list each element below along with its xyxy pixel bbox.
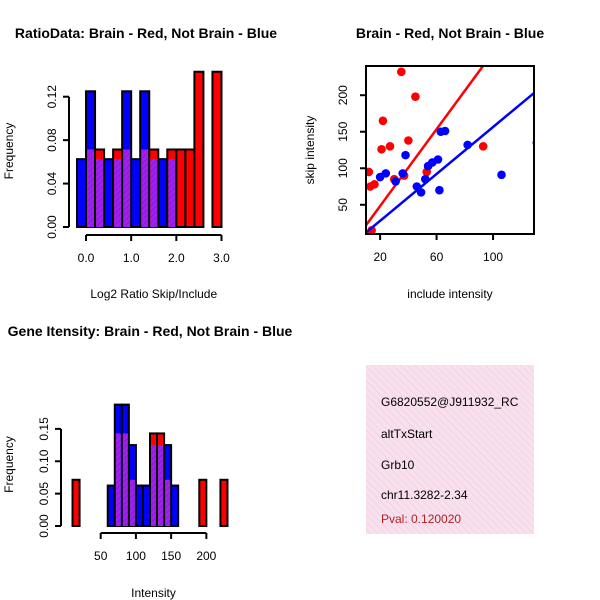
scatter-point-blue [440, 126, 450, 136]
info-panel: G6820552@J911932_RC altTxStart Grb10 chr… [366, 365, 534, 534]
y-axis-label: Frequency [2, 123, 16, 180]
locus: chr11.3282-2.34 [381, 488, 468, 502]
regression-line-red [366, 66, 485, 226]
scatter-point-blue [381, 169, 391, 178]
y-tick-label: 0.00 [45, 215, 59, 239]
histogram-bar-blue [157, 158, 169, 228]
scatter-point-blue [416, 188, 426, 197]
y-tick-label: 150 [336, 121, 350, 141]
histogram-bar-overlap [151, 445, 157, 526]
scatter-point-red [377, 144, 386, 154]
histogram-bar-red [219, 478, 229, 527]
histogram-bar-overlap [168, 159, 176, 227]
scatter-point-blue [433, 155, 443, 164]
x-tick-label: 3.0 [213, 251, 230, 265]
y-tick-label: 0.15 [37, 417, 51, 441]
y-tick-label: 0.08 [45, 128, 59, 152]
info-panel-background [366, 365, 534, 534]
scatter-point-red [385, 142, 395, 151]
histogram-bar-red [184, 148, 196, 228]
scatter-point-blue [497, 170, 506, 180]
p-value: Pval: 0.120020 [381, 512, 462, 526]
histogram-bar-red [71, 478, 81, 527]
histogram-bar-overlap [129, 479, 135, 526]
x-tick-label: 1.0 [123, 251, 140, 265]
intensity-scatter-plot: 20 60 100 50 100 150 200 Brain - Red, Not Brain… [303, 25, 544, 301]
scatter-point-red [370, 180, 379, 189]
histogram-bar-overlap [87, 149, 95, 227]
x-tick-label: 20 [373, 250, 387, 264]
histogram-bar-blue [134, 484, 144, 527]
scatter-point-blue [391, 177, 400, 186]
x-axis-label: include intensity [407, 287, 492, 301]
histogram-bar-overlap [165, 479, 171, 526]
scatter-point-red [396, 67, 406, 77]
scatter-point-blue [435, 185, 444, 195]
gene-name: Grb10 [381, 458, 415, 472]
scatter-point-red [478, 142, 488, 151]
x-tick-label: 100 [126, 549, 146, 563]
y-tick-label: 0.00 [37, 514, 51, 538]
histogram-bar-red [211, 70, 223, 228]
event-type: altTxStart [381, 427, 433, 441]
x-tick-label: 0.0 [78, 251, 95, 265]
probe-id: G6820552@J911932_RC [381, 395, 519, 409]
chart-title: RatioData: Brain - Red, Not Brain - Blue [15, 25, 277, 41]
scatter-point-blue [401, 150, 410, 160]
x-tick-label: 100 [483, 250, 503, 264]
y-axis-label: skip intensity [303, 116, 317, 185]
histogram-bar-blue [103, 158, 115, 228]
scatter-point-red [411, 92, 420, 101]
histogram-bar-red [175, 148, 187, 228]
histogram-bar-red [198, 478, 208, 527]
y-tick-label: 50 [336, 198, 350, 212]
histogram-bar-overlap [96, 159, 104, 227]
y-axis-label: Frequency [2, 436, 16, 493]
chart-title: Gene Itensity: Brain - Red, Not Brain - … [8, 323, 293, 339]
histogram-bar-overlap [114, 159, 122, 227]
histogram-bar-blue [76, 158, 88, 228]
x-tick-label: 60 [430, 250, 444, 264]
histogram-bar-overlap [150, 159, 158, 227]
scatter-point-blue [463, 140, 472, 150]
gene-intensity-histogram: 50 100 150 200 0.00 0.05 0.10 0.15 Gene Itensity… [2, 323, 293, 600]
x-axis-label: Intensity [131, 586, 176, 600]
x-tick-label: 200 [196, 549, 216, 563]
y-tick-label: 0.12 [45, 85, 59, 109]
histogram-bar-overlap [123, 149, 131, 227]
histogram-bar-overlap [122, 433, 128, 526]
histogram-bar-red [193, 70, 205, 228]
histogram-bar-blue [141, 484, 152, 527]
scatter-point-red [378, 116, 388, 126]
plot-area [366, 66, 534, 234]
x-tick-label: 150 [161, 549, 181, 563]
histogram-bar-blue [170, 484, 180, 527]
scatter-point-red [404, 136, 413, 145]
chart-title: Brain - Red, Not Brain - Blue [356, 25, 544, 41]
histogram-bar-blue [130, 158, 142, 228]
x-axis-label: Log2 Ratio Skip/Include [90, 287, 217, 301]
y-tick-label: 0.05 [37, 482, 51, 506]
histogram-bar-overlap [158, 445, 164, 526]
scatter-point-red [366, 167, 374, 177]
histogram-bar-overlap [115, 433, 121, 526]
histogram-bar-overlap [141, 149, 149, 227]
histogram-bar-blue [106, 484, 116, 527]
ratio-histogram: 0.0 1.0 2.0 3.0 0.00 0.04 0.08 0.12 RatioData: B… [2, 25, 277, 301]
y-tick-label: 0.10 [37, 449, 51, 473]
y-tick-label: 200 [336, 85, 350, 105]
x-tick-label: 2.0 [168, 251, 185, 265]
scatter-point-blue [420, 174, 430, 184]
y-tick-label: 0.04 [45, 172, 59, 196]
scatter-point-blue [398, 169, 408, 178]
regression-line-blue [366, 92, 534, 234]
x-tick-label: 50 [94, 549, 108, 563]
plot-frame [365, 65, 535, 235]
y-tick-label: 100 [336, 158, 350, 178]
